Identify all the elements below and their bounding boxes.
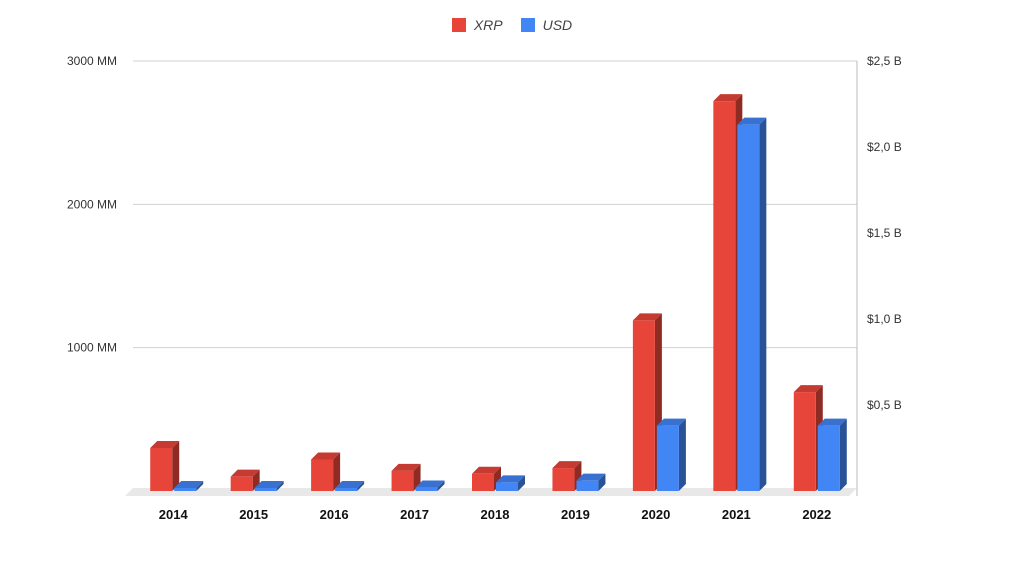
- right-tick-label: $2,5 B: [867, 54, 902, 68]
- bar-xrp: [472, 473, 494, 491]
- bar-xrp: [150, 448, 173, 491]
- bar-xrp-top: [311, 452, 341, 460]
- left-tick-label: 1000 MM: [67, 341, 117, 355]
- bar-xrp-top: [713, 94, 743, 102]
- bar-usd-top: [335, 481, 365, 488]
- bar-usd-side: [196, 481, 204, 491]
- category-label: 2021: [722, 507, 751, 522]
- legend-item-xrp[interactable]: XRP: [451, 17, 503, 33]
- bar-usd: [254, 488, 277, 491]
- bar-xrp-top: [472, 466, 501, 474]
- legend-label-usd: USD: [542, 17, 573, 33]
- left-tick-label: 2000 MM: [67, 197, 117, 211]
- bar-usd-side: [678, 418, 686, 491]
- bar-xrp: [311, 459, 334, 491]
- bar-usd: [576, 480, 599, 491]
- bar-xrp: [713, 101, 736, 491]
- right-tick-label: $1,5 B: [867, 226, 902, 240]
- bar-xrp-side: [333, 452, 341, 491]
- bar-usd-side: [357, 481, 365, 491]
- bar-xrp: [793, 392, 816, 491]
- bar-xrp-side: [413, 463, 421, 491]
- bar-usd: [174, 488, 197, 491]
- bar-xrp-top: [793, 385, 823, 393]
- right-tick-label: $1,0 B: [867, 312, 902, 326]
- bar-usd: [656, 425, 679, 491]
- category-label: 2015: [239, 507, 268, 522]
- category-label: 2018: [481, 507, 510, 522]
- bar-xrp: [632, 320, 655, 491]
- left-tick-label: 3000 MM: [67, 54, 117, 68]
- bar-usd-top: [254, 481, 284, 488]
- bar-usd-side: [518, 475, 525, 491]
- legend-item-usd[interactable]: USD: [520, 17, 573, 33]
- bar-xrp: [391, 470, 414, 491]
- right-tick-label: $0,5 B: [867, 398, 902, 412]
- bar-usd-top: [415, 480, 445, 488]
- bar-usd-top: [496, 475, 525, 483]
- category-label: 2017: [400, 507, 429, 522]
- bar-usd-side: [839, 418, 847, 491]
- bar-usd-top: [576, 473, 606, 481]
- legend-swatch-usd: [520, 18, 535, 32]
- category-label: 2016: [320, 507, 349, 522]
- bar-xrp: [230, 476, 253, 491]
- category-label: 2022: [802, 507, 831, 522]
- bar-usd-side: [437, 480, 445, 491]
- right-tick-label: $2,0 B: [867, 140, 902, 154]
- category-label: 2020: [641, 507, 670, 522]
- bar-usd: [415, 487, 438, 491]
- bar-usd-side: [759, 117, 767, 491]
- bar-xrp-top: [150, 441, 180, 448]
- bar-xrp: [552, 468, 575, 491]
- bar-usd-top: [174, 481, 204, 488]
- bar-xrp-top: [552, 461, 582, 469]
- bar-xrp-side: [172, 441, 180, 491]
- legend-label-xrp: XRP: [473, 17, 503, 33]
- bar-xrp-top: [632, 313, 662, 321]
- category-label: 2014: [159, 507, 189, 522]
- bar-usd-top: [817, 418, 847, 426]
- bar-usd-top: [656, 418, 686, 426]
- bar-usd: [817, 425, 840, 491]
- bar-usd-side: [276, 481, 284, 491]
- bar-xrp-top: [391, 463, 421, 471]
- bar-usd: [335, 488, 358, 491]
- bar-usd-side: [598, 473, 606, 491]
- bar-usd: [496, 482, 518, 491]
- chart-legend: XRP USD: [0, 17, 1024, 33]
- category-label: 2019: [561, 507, 590, 522]
- bar-xrp-top: [230, 469, 260, 477]
- bar-usd-top: [737, 117, 767, 125]
- legend-swatch-xrp: [451, 18, 466, 32]
- bar-usd: [737, 124, 760, 491]
